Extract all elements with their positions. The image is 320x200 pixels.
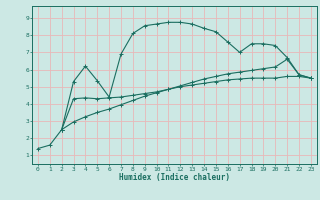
X-axis label: Humidex (Indice chaleur): Humidex (Indice chaleur) (119, 173, 230, 182)
